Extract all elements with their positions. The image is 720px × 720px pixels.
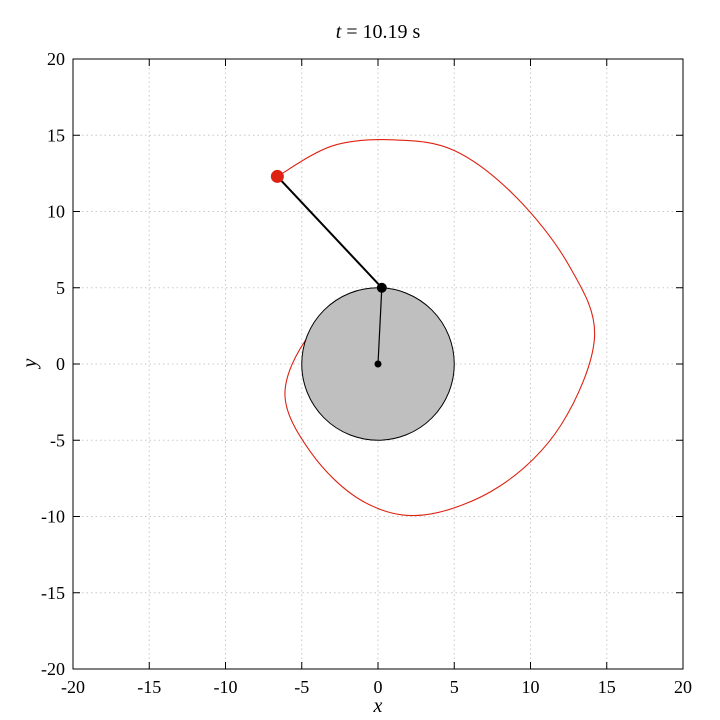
ticks bbox=[72, 58, 684, 670]
mechanism bbox=[270, 169, 455, 441]
x-tick-label: 10 bbox=[522, 677, 540, 697]
y-axis-label: y bbox=[19, 358, 41, 369]
x-tick-labels: -20 -15 -10 -5 0 5 10 15 20 bbox=[61, 677, 692, 697]
trajectory-line bbox=[277, 139, 596, 517]
y-tick-labels: -20 -15 -10 -5 0 5 10 15 20 bbox=[41, 49, 65, 679]
y-tick-label: 15 bbox=[47, 125, 65, 145]
x-tick-label: -10 bbox=[214, 677, 238, 697]
x-tick-label: -5 bbox=[294, 677, 309, 697]
x-axis-label: x bbox=[373, 695, 383, 717]
y-tick-label: 10 bbox=[47, 202, 65, 222]
x-tick-label: 0 bbox=[374, 677, 383, 697]
string-line bbox=[276, 175, 383, 289]
mass-point bbox=[270, 169, 284, 183]
center-dot bbox=[374, 360, 382, 368]
trajectory-layer bbox=[277, 139, 596, 517]
x-tick-label: -15 bbox=[137, 677, 161, 697]
y-tick-label: 0 bbox=[56, 354, 65, 374]
x-tick-label: 15 bbox=[598, 677, 616, 697]
y-tick-label: -5 bbox=[50, 430, 65, 450]
attachment-dot bbox=[376, 282, 387, 293]
x-tick-label: -20 bbox=[61, 677, 85, 697]
y-tick-label: 20 bbox=[47, 49, 65, 69]
radius-line bbox=[377, 287, 383, 365]
x-tick-label: 20 bbox=[674, 677, 692, 697]
y-tick-label: -20 bbox=[41, 659, 65, 679]
x-tick-label: 5 bbox=[450, 677, 459, 697]
chart-title: t = 10.19 s bbox=[336, 21, 421, 43]
y-tick-label: -15 bbox=[41, 583, 65, 603]
y-tick-label: -10 bbox=[41, 507, 65, 527]
y-tick-label: 5 bbox=[56, 278, 65, 298]
